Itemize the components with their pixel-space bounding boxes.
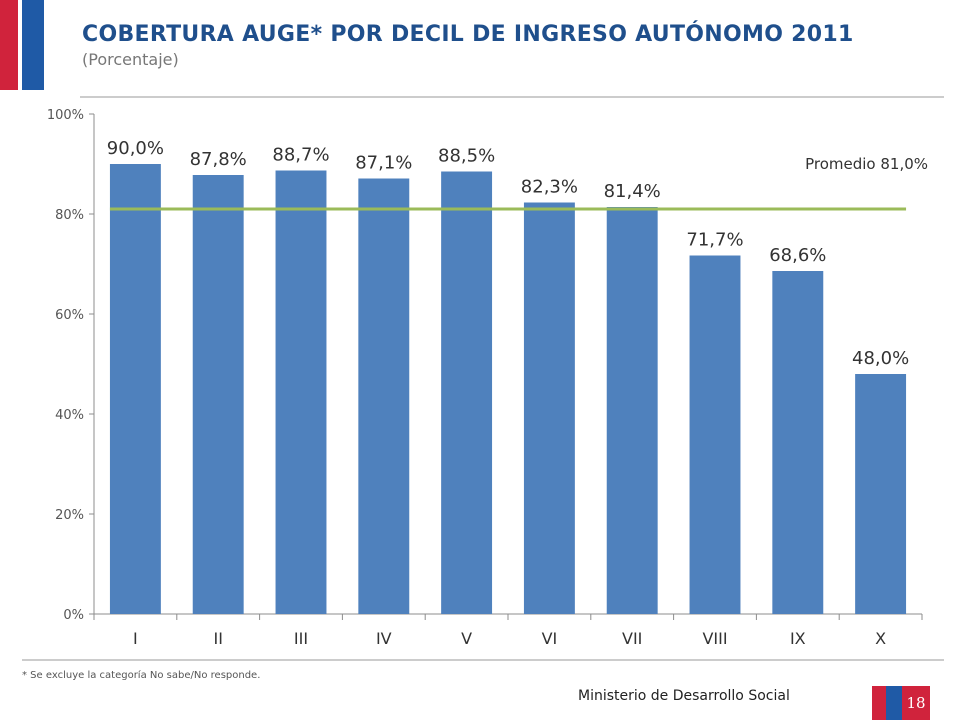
y-tick-label: 60% bbox=[55, 308, 84, 323]
data-label: 87,8% bbox=[190, 149, 247, 170]
x-tick-label: I bbox=[133, 629, 138, 648]
x-tick-label: VIII bbox=[702, 629, 727, 648]
bar-i bbox=[109, 164, 161, 614]
page-number: 18 bbox=[902, 686, 930, 720]
bar-ii bbox=[192, 175, 244, 614]
footnote: * Se excluye la categoría No sabe/No res… bbox=[22, 670, 261, 681]
x-tick-label: V bbox=[461, 629, 472, 648]
bar-iii bbox=[275, 170, 327, 614]
x-tick-label: VI bbox=[542, 629, 558, 648]
bar-v bbox=[441, 171, 493, 614]
x-tick-label: VII bbox=[622, 629, 642, 648]
x-tick-label: IX bbox=[790, 629, 806, 648]
ministry-name: Ministerio de Desarrollo Social bbox=[578, 688, 790, 704]
bar-viii bbox=[689, 255, 741, 614]
x-tick-label: III bbox=[294, 629, 308, 648]
page-title: COBERTURA AUGE* POR DECIL DE INGRESO AUT… bbox=[82, 22, 854, 47]
data-label: 90,0% bbox=[107, 138, 164, 159]
data-label: 88,7% bbox=[272, 145, 329, 166]
x-tick-label: X bbox=[875, 629, 886, 648]
y-tick-label: 20% bbox=[55, 508, 84, 523]
bar-ix bbox=[772, 271, 824, 614]
y-tick-label: 0% bbox=[63, 608, 84, 623]
data-label: 82,3% bbox=[521, 177, 578, 198]
bar-vi bbox=[523, 202, 575, 614]
bar-x bbox=[855, 374, 907, 614]
logo-flag bbox=[0, 0, 62, 90]
y-tick-label: 80% bbox=[55, 208, 84, 223]
bar-iv bbox=[358, 178, 410, 614]
x-tick-label: IV bbox=[376, 629, 392, 648]
page-number-badge: 18 bbox=[872, 686, 930, 720]
data-label: 68,6% bbox=[769, 245, 826, 266]
average-label: Promedio 81,0% bbox=[805, 155, 928, 173]
data-label: 88,5% bbox=[438, 146, 495, 167]
y-tick-label: 100% bbox=[47, 108, 84, 123]
data-label: 71,7% bbox=[686, 230, 743, 251]
page-subtitle: (Porcentaje) bbox=[82, 50, 179, 69]
data-label: 48,0% bbox=[852, 348, 909, 369]
data-label: 81,4% bbox=[604, 181, 661, 202]
bar-vii bbox=[606, 207, 658, 614]
y-tick-label: 40% bbox=[55, 408, 84, 423]
x-tick-label: II bbox=[213, 629, 222, 648]
data-label: 87,1% bbox=[355, 153, 412, 174]
